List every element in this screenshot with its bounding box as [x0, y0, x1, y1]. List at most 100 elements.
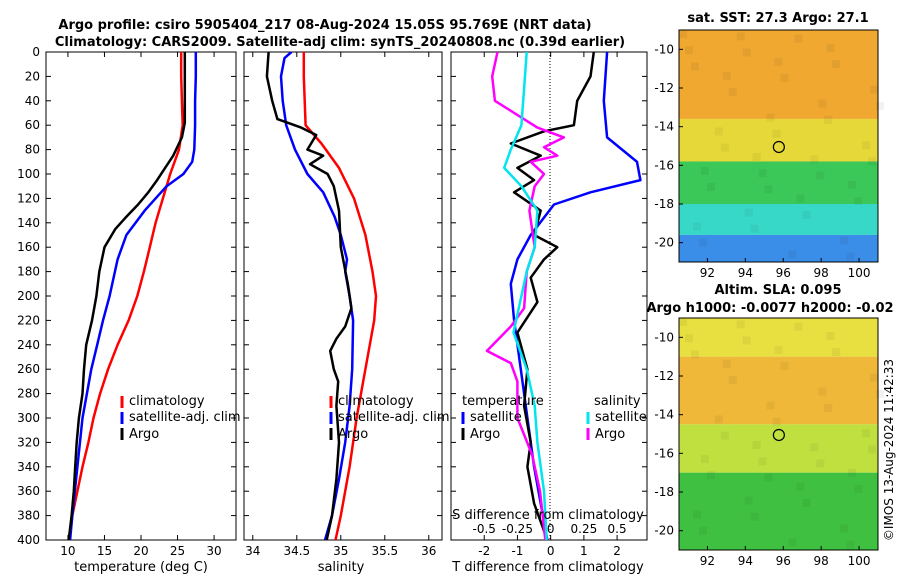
map-texture-cell	[788, 538, 797, 547]
difference-series-group	[485, 52, 642, 540]
s-tick-label: -0.5	[473, 522, 496, 536]
legend-climatology-label: climatology	[129, 394, 205, 409]
map-x-tick-label: 100	[848, 266, 871, 280]
map-x-tick-label: 96	[776, 266, 791, 280]
map-texture-cell	[728, 376, 737, 384]
map-texture-cell	[714, 127, 723, 136]
map-texture-cell	[692, 510, 701, 519]
map-texture-cell	[752, 440, 761, 449]
map-x-tick-label: 98	[814, 266, 829, 280]
map-texture-cell	[870, 373, 879, 382]
map-color-band	[679, 234, 878, 262]
map-texture-cell	[744, 496, 753, 505]
y-tick-label: 380	[17, 509, 40, 523]
map-texture-cell	[752, 152, 761, 161]
legend-t-satellite-label: satellite	[470, 410, 522, 425]
map-color-band	[679, 161, 878, 204]
map-texture-cell	[764, 473, 773, 482]
map-texture-cell	[802, 210, 811, 219]
map-texture-cell	[876, 389, 885, 398]
salinity-axes	[243, 51, 443, 541]
map-texture-cell	[690, 62, 699, 71]
map-texture-cell	[876, 101, 885, 110]
y-tick-label: 320	[17, 435, 40, 449]
map-texture-cell	[824, 403, 833, 412]
map-texture-cell	[679, 30, 687, 38]
map-texture-cell	[766, 401, 775, 410]
map-texture-cell	[736, 320, 745, 329]
title-line2: Climatology: CARS2009. Satellite-adj cli…	[55, 35, 625, 50]
difference-axes	[450, 51, 648, 541]
map-x-tick-label: 94	[738, 266, 753, 280]
series-salinity-argo	[485, 52, 566, 540]
x-tick-label: 1	[580, 544, 588, 558]
x-tick-label: 34	[245, 544, 260, 558]
legend-s-satellite-label: satellite	[595, 410, 647, 425]
sla-map-frame	[678, 317, 879, 551]
y-tick-label: 140	[17, 216, 40, 230]
map-color-band	[679, 318, 878, 357]
map-texture-cell	[700, 454, 709, 463]
map-texture-cell	[846, 540, 855, 549]
map-texture-cell	[846, 252, 855, 261]
map-y-tick-label: -20	[654, 524, 674, 538]
legend-satellite-label: satellite-adj. clim	[129, 410, 241, 425]
series-salinity-satellite	[502, 52, 548, 540]
difference-xlabel-top: S difference from climatology	[452, 508, 644, 523]
x-tick-label: 10	[60, 544, 75, 558]
map-texture-cell	[810, 443, 819, 452]
map-texture-cell	[780, 74, 789, 83]
map-texture-cell	[679, 318, 687, 326]
map-y-tick-label: -14	[654, 120, 674, 134]
sst-map: 92 94 96 98 100 -10 -12 -14 -16 -18 -20	[654, 30, 885, 280]
map-texture-cell	[722, 71, 731, 80]
map-color-band	[679, 424, 878, 473]
map-texture-cell	[758, 457, 767, 466]
y-tick-label: 280	[17, 387, 40, 401]
series-satellite-adj-clim	[68, 52, 198, 540]
x-tick-label: 35.5	[371, 544, 398, 558]
y-tick-label: 220	[17, 313, 40, 327]
map-texture-cell	[742, 336, 751, 345]
map-color-band	[679, 118, 878, 162]
sla-map: 92 94 96 98 100 -10 -12 -14 -16 -18 -20	[654, 318, 885, 568]
map-texture-cell	[780, 362, 789, 371]
map-x-tick-label: 100	[848, 554, 871, 568]
x-tick-label: 35	[333, 544, 348, 558]
map-texture-cell	[744, 208, 753, 217]
map-texture-cell	[854, 485, 863, 494]
series-climatology	[302, 52, 378, 540]
temperature-xlabel: temperature (deg C)	[74, 560, 208, 575]
map-texture-cell	[832, 348, 841, 357]
sst-map-frame	[678, 29, 879, 263]
y-tick-label: 340	[17, 460, 40, 474]
y-tick-label: 100	[17, 167, 40, 181]
map-y-tick-label: -10	[654, 330, 674, 344]
map-texture-cell	[772, 417, 781, 426]
map-texture-cell	[736, 32, 745, 41]
y-tick-label: 400	[17, 533, 40, 547]
series-layer	[67, 52, 642, 540]
map-y-tick-label: -16	[654, 158, 674, 172]
map-texture-cell	[684, 334, 693, 343]
map-texture-cell	[794, 322, 803, 331]
argo-location-marker	[772, 140, 785, 154]
map-texture-cell	[728, 88, 737, 96]
map-texture-cell	[750, 224, 759, 233]
x-tick-label: 2	[613, 544, 621, 558]
legend-climatology-label: climatology	[338, 394, 414, 409]
map-texture-cell	[774, 57, 783, 66]
map-color-band	[679, 472, 878, 550]
map-texture-cell	[862, 141, 871, 150]
imos-credit: ©IMOS 13-Aug-2024 11:42:33	[882, 359, 896, 541]
y-tick-label: 260	[17, 362, 40, 376]
salinity-series-group	[265, 52, 378, 540]
map-texture-cell	[766, 113, 775, 122]
series-argo	[265, 52, 353, 540]
map-texture-cell	[854, 197, 863, 206]
difference-xlabel: T difference from climatology	[451, 560, 644, 575]
map-y-tick-label: -14	[654, 408, 674, 422]
map-texture-cell	[758, 169, 767, 178]
map-texture-cell	[818, 99, 827, 108]
